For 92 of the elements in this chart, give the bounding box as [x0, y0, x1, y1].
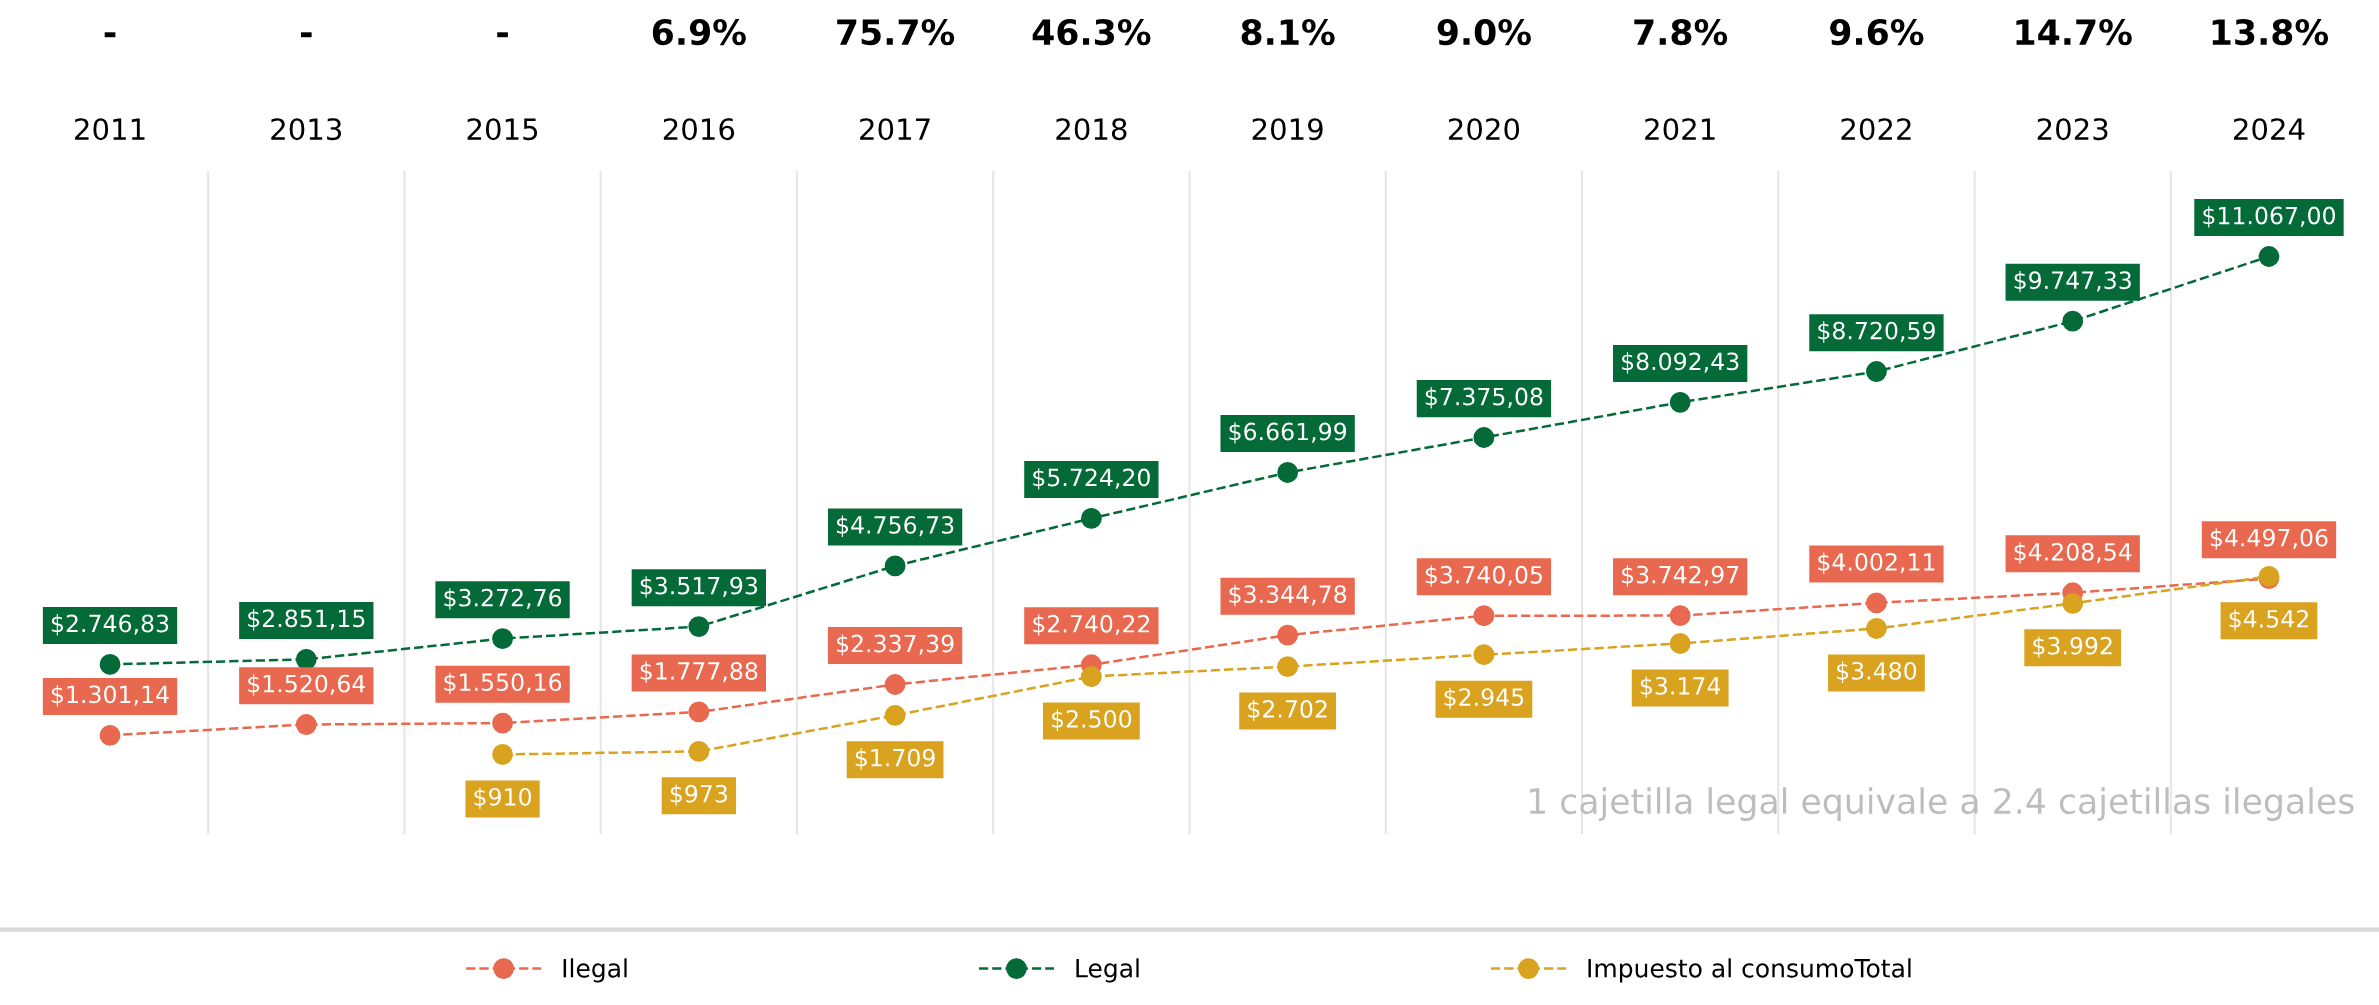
x-tick-label: 2015 [467, 118, 538, 141]
data-label: $1.301,14 [51, 684, 169, 707]
x-tick-label: 2024 [2233, 118, 2305, 141]
point [2258, 246, 2280, 267]
point [295, 648, 317, 670]
x-tick-label: 2017 [860, 118, 930, 141]
text: 13.8% [2212, 18, 2329, 46]
data-label: $3.174 [1640, 676, 1721, 698]
point [492, 628, 513, 650]
data-label: $7.375,08 [1425, 387, 1543, 409]
text: 75.7% [837, 18, 955, 46]
x-tick-label: 2019 [1252, 118, 1323, 141]
text: 1 cajetilla legal equivale a 2.4 cajetillas ilegales [1529, 787, 2354, 821]
x-tick-label: 2023 [2037, 118, 2108, 141]
data-label: $4.208,54 [2014, 542, 2132, 564]
x-tick-label: 2011 [75, 118, 145, 141]
x-tick-label: 2016 [663, 118, 735, 141]
data-label: $3.992 [2033, 636, 2112, 658]
data-label: $2.500 [1052, 709, 1132, 731]
text: 8.1% [1241, 18, 1335, 46]
data-label: $5.724,20 [1033, 468, 1150, 490]
point [1473, 427, 1495, 448]
text: - [104, 32, 116, 38]
text: 14.7% [2016, 18, 2132, 46]
data-label: $4.497,06 [2210, 528, 2328, 550]
point [492, 744, 513, 765]
data-label: $6.661,99 [1229, 422, 1347, 444]
point [99, 724, 121, 746]
point [1866, 361, 1887, 382]
point [1277, 462, 1299, 483]
point [1080, 508, 1102, 529]
data-label: $8.092,43 [1622, 352, 1739, 374]
data-label: $2.746,83 [51, 614, 169, 636]
text: 7.8% [1634, 18, 1728, 46]
data-label: $2.337,39 [836, 634, 954, 656]
point [1866, 618, 1887, 639]
point [99, 654, 121, 675]
x-tick-label: 2013 [271, 118, 342, 141]
data-label: $9.747,33 [2014, 270, 2131, 293]
data-label: $4.756,73 [836, 515, 954, 537]
data-label: $4.542 [2229, 609, 2308, 631]
data-label: $973 [670, 784, 727, 806]
point [1669, 391, 1691, 413]
data-label: $3.272,76 [444, 588, 562, 610]
point [688, 701, 710, 723]
data-label: $910 [474, 787, 532, 809]
x-tick-label: 2021 [1645, 118, 1715, 141]
text: 6.9% [652, 18, 746, 46]
point [884, 704, 906, 726]
point [2062, 592, 2084, 614]
data-label: $2.945 [1444, 687, 1524, 710]
data-label: $2.851,15 [248, 608, 365, 631]
point [884, 674, 906, 695]
data-label: $3.480 [1837, 661, 1917, 683]
text: - [300, 32, 312, 38]
point [1277, 656, 1299, 678]
text: - [497, 32, 508, 38]
data-label: $3.344,78 [1229, 584, 1347, 607]
point [1080, 666, 1102, 687]
data-label: $3.742,97 [1622, 565, 1739, 587]
legend-label: Ilegal [563, 958, 627, 983]
data-label: $2.702 [1248, 699, 1327, 722]
point [688, 616, 710, 638]
point [295, 714, 317, 735]
point [1669, 605, 1691, 626]
data-label: $3.740,05 [1425, 565, 1542, 587]
legend-label: Legal [1076, 958, 1139, 983]
x-tick-label: 2018 [1056, 118, 1127, 141]
data-label: $8.720,59 [1818, 321, 1935, 343]
point [2062, 310, 2084, 332]
data-label: $1.550,16 [444, 672, 562, 695]
point [884, 555, 906, 577]
point [1473, 644, 1495, 666]
data-label: $1.777,88 [640, 661, 758, 684]
point [1473, 605, 1495, 627]
data-label: $2.740,22 [1033, 614, 1150, 636]
point [1866, 592, 1887, 614]
x-tick-label: 2020 [1448, 118, 1520, 141]
legend-label: Impuesto al consumoTotal [1588, 958, 1911, 983]
x-tick-label: 2022 [1841, 118, 1911, 141]
data-label: $1.520,64 [248, 674, 366, 696]
point [492, 712, 513, 734]
point [1669, 633, 1691, 654]
data-label: $11.067,00 [2203, 206, 2335, 228]
point [688, 740, 710, 762]
data-label: $3.517,93 [640, 576, 758, 598]
data-label: $1.709 [855, 748, 935, 770]
text: 9.0% [1437, 18, 1531, 46]
text: 9.6% [1830, 18, 1924, 46]
text: 46.3% [1032, 18, 1151, 46]
data-label: $4.002,11 [1818, 552, 1935, 574]
point [1277, 624, 1299, 646]
